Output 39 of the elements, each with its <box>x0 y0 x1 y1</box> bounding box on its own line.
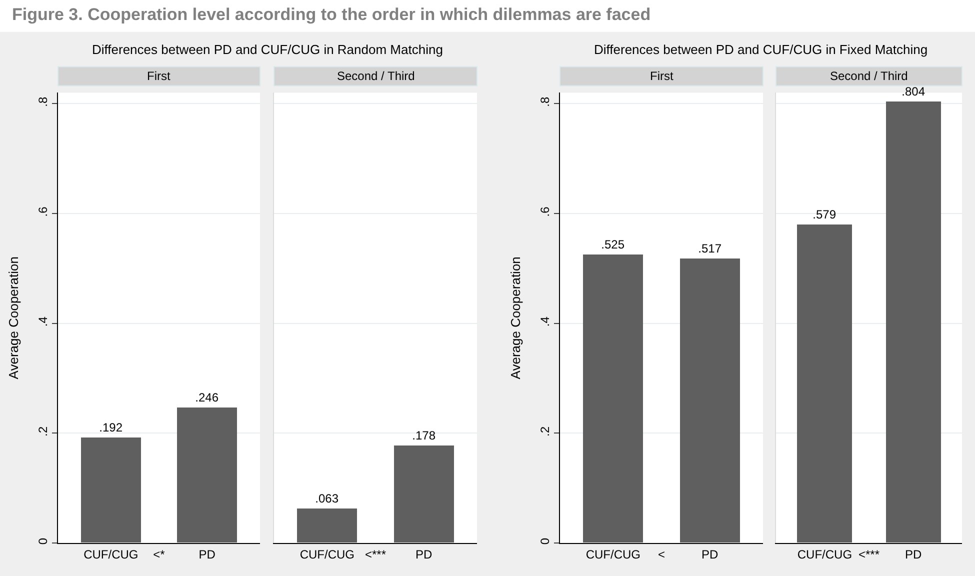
x-tick-label: PD <box>415 548 432 562</box>
y-tick-label: 0 <box>538 538 552 545</box>
chart-title: First <box>650 69 674 83</box>
x-tick-label: CUF/CUG <box>797 548 852 562</box>
x-tick-label: <*** <box>858 548 880 562</box>
chart-title: Second / Third <box>830 69 908 83</box>
y-tick-label: .4 <box>36 316 50 327</box>
data-label: .178 <box>412 428 436 443</box>
x-tick-label: < <box>658 548 666 562</box>
y-tick-label: .6 <box>538 206 552 217</box>
x-tick-label: CUF/CUG <box>84 548 138 562</box>
data-label: .063 <box>315 492 339 506</box>
x-tick-label: CUF/CUG <box>586 548 641 562</box>
x-tick-label: CUF/CUG <box>300 548 355 562</box>
y-tick-label: .8 <box>36 96 50 107</box>
x-tick-label: <*** <box>364 548 386 562</box>
y-tick-label: .4 <box>538 316 552 327</box>
y-tick-label: 0 <box>36 538 50 545</box>
x-tick-label: PD <box>904 548 922 562</box>
caption: Figure 3. Cooperation level according to the order in which dilemmas are faced <box>12 5 651 24</box>
data-label: .579 <box>812 208 836 222</box>
y-tick-label: .8 <box>538 96 552 107</box>
x-tick-label: <* <box>153 548 166 562</box>
x-tick-label: PD <box>701 548 718 562</box>
chart-title: Second / Third <box>337 69 415 83</box>
data-label: .192 <box>99 420 123 435</box>
chart-subtitle: Differences between PD and CUF/CUG in Fixed Matching <box>594 42 928 57</box>
y-axis-title: Average Cooperation <box>6 256 22 380</box>
y-tick-label: .6 <box>36 206 50 217</box>
data-label: .525 <box>601 238 625 252</box>
chart-title: First <box>147 69 171 83</box>
y-tick-label: .2 <box>538 426 552 436</box>
chart-subtitle: Differences between PD and CUF/CUG in Random Matching <box>92 42 443 57</box>
data-label: .804 <box>902 84 926 99</box>
data-label: .246 <box>195 390 219 405</box>
x-tick-label: PD <box>198 548 216 562</box>
data-label: .517 <box>698 242 722 256</box>
y-tick-label: .2 <box>36 426 50 436</box>
y-axis-title: Average Cooperation <box>508 256 524 380</box>
